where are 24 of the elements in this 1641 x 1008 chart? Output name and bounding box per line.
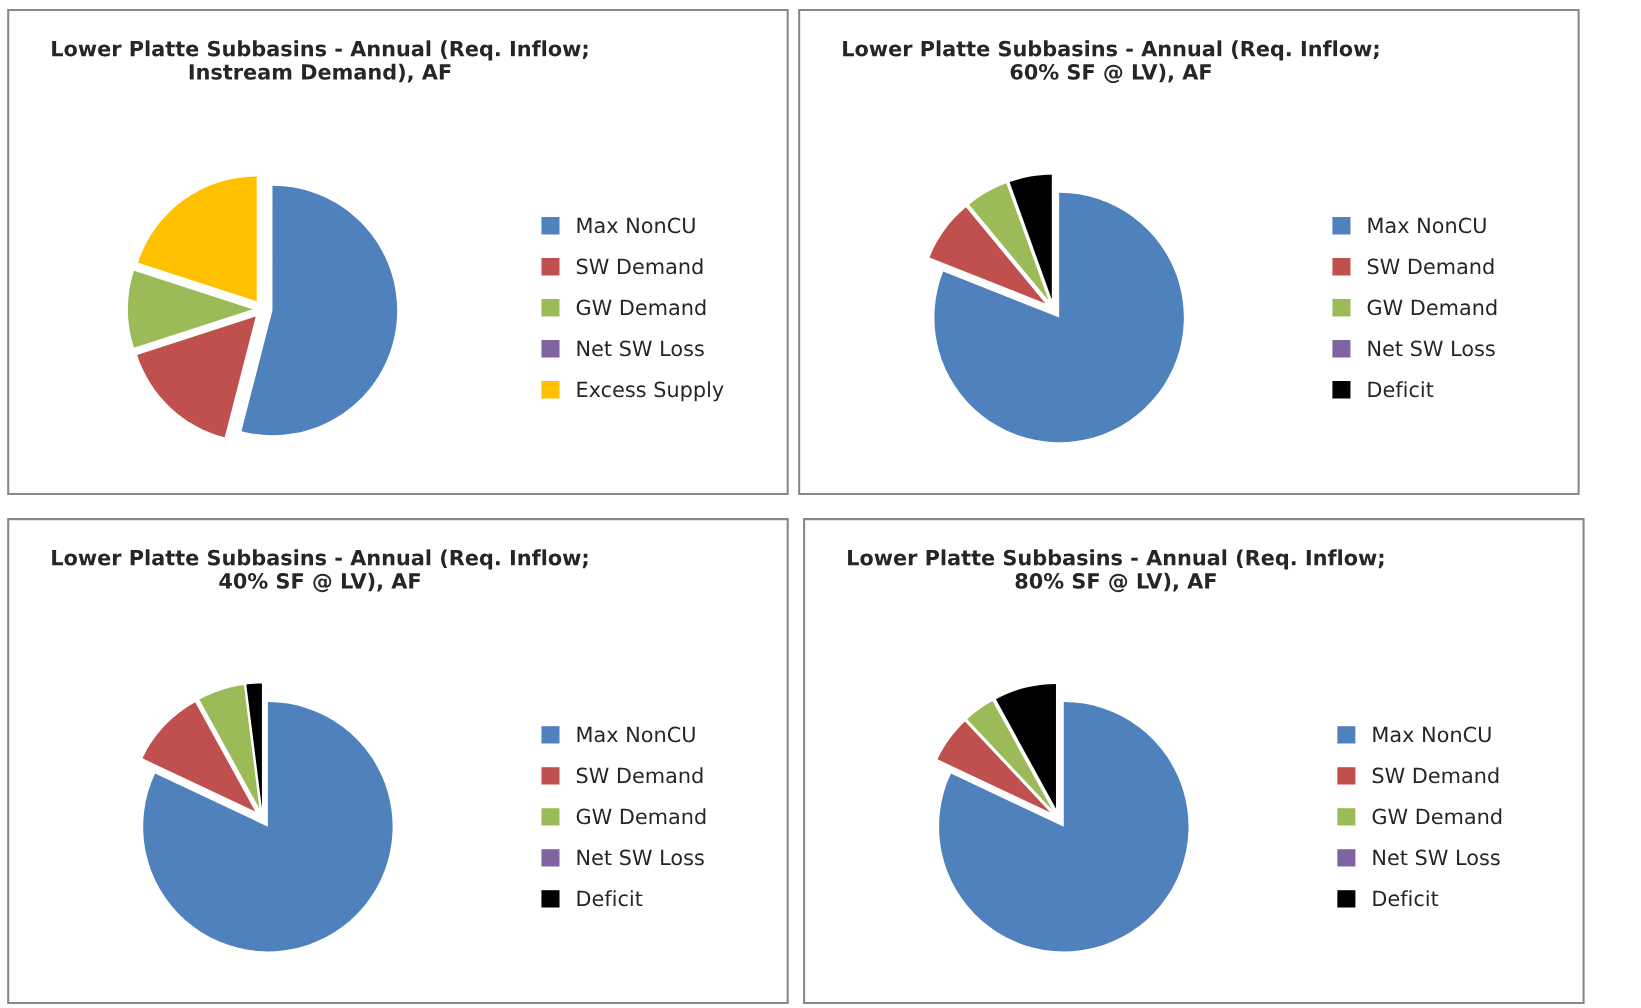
chart-title: Lower Platte Subbasins - Annual (Req. Inflow; 40% SF @ LV), AF <box>52 549 588 593</box>
legend-label: Max NonCU <box>577 726 695 743</box>
legend-label: Deficit <box>1368 381 1434 398</box>
chart-title: Lower Platte Subbasins - Annual (Req. Inflow; Instream Demand), AF <box>52 40 588 83</box>
legend-label: Max NonCU <box>577 217 695 234</box>
legend-label: Deficit <box>577 890 643 907</box>
legend-label: SW Demand <box>576 767 703 784</box>
legend-label: GW Demand <box>576 808 706 825</box>
legend-label: Max NonCU <box>1373 726 1491 743</box>
legend-label: Net SW Loss <box>577 340 704 357</box>
legend-label: Deficit <box>1373 890 1439 907</box>
legend-label: GW Demand <box>1367 299 1497 316</box>
legend-label: Net SW Loss <box>577 849 704 866</box>
legend-label: Net SW Loss <box>1368 340 1495 357</box>
legend-label: Net SW Loss <box>1373 849 1500 866</box>
legend-label: Max NonCU <box>1368 217 1486 234</box>
legend-label: GW Demand <box>1372 808 1502 825</box>
chart-title: Lower Platte Subbasins - Annual (Req. Inflow; 80% SF @ LV), AF <box>848 549 1384 593</box>
legend-label: SW Demand <box>1372 767 1499 784</box>
chart-title: Lower Platte Subbasins - Annual (Req. Inflow; 60% SF @ LV), AF <box>843 40 1379 84</box>
legend-label: Excess Supply <box>577 381 724 402</box>
legend-label: SW Demand <box>576 258 703 275</box>
legend-label: SW Demand <box>1367 258 1494 275</box>
legend-label: GW Demand <box>576 299 706 316</box>
